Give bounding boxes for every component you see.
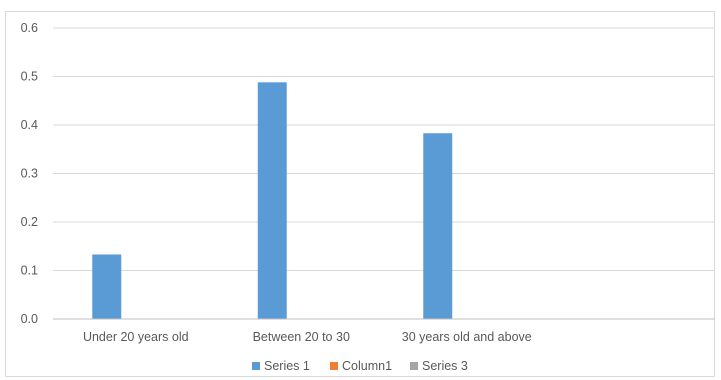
x-tick-label: Between 20 to 30: [253, 330, 350, 344]
chart-frame: [5, 11, 715, 377]
y-tick-label: 0.3: [21, 167, 38, 181]
y-tick-label: 0.1: [21, 264, 38, 278]
gridlines: [53, 27, 715, 271]
legend-swatch-2: [330, 362, 338, 370]
y-tick-label: 0.5: [21, 70, 38, 84]
bar-1-1: [92, 254, 122, 319]
x-tick-label: Under 20 years old: [83, 330, 189, 344]
y-tick-label: 0.6: [21, 21, 38, 35]
bars: [92, 82, 453, 319]
legend-swatch-1: [252, 362, 260, 370]
legend-swatch-3: [410, 362, 418, 370]
y-axis-tick-labels: 0.0 0.1 0.2 0.3 0.4 0.5 0.6: [21, 21, 38, 326]
y-tick-label: 0.2: [21, 215, 38, 229]
legend-label-1: Series 1: [264, 359, 310, 373]
x-tick-label: 30 years old and above: [402, 330, 532, 344]
legend-label-2: Column1: [342, 359, 392, 373]
y-tick-label: 0.4: [21, 118, 38, 132]
legend: Series 1 Column1 Series 3: [252, 359, 468, 373]
bar-1-3: [423, 133, 453, 319]
legend-label-3: Series 3: [422, 359, 468, 373]
x-axis-tick-labels: Under 20 years old Between 20 to 30 30 yea…: [83, 330, 532, 344]
y-tick-label: 0.0: [21, 312, 38, 326]
bar-1-2: [257, 82, 287, 319]
